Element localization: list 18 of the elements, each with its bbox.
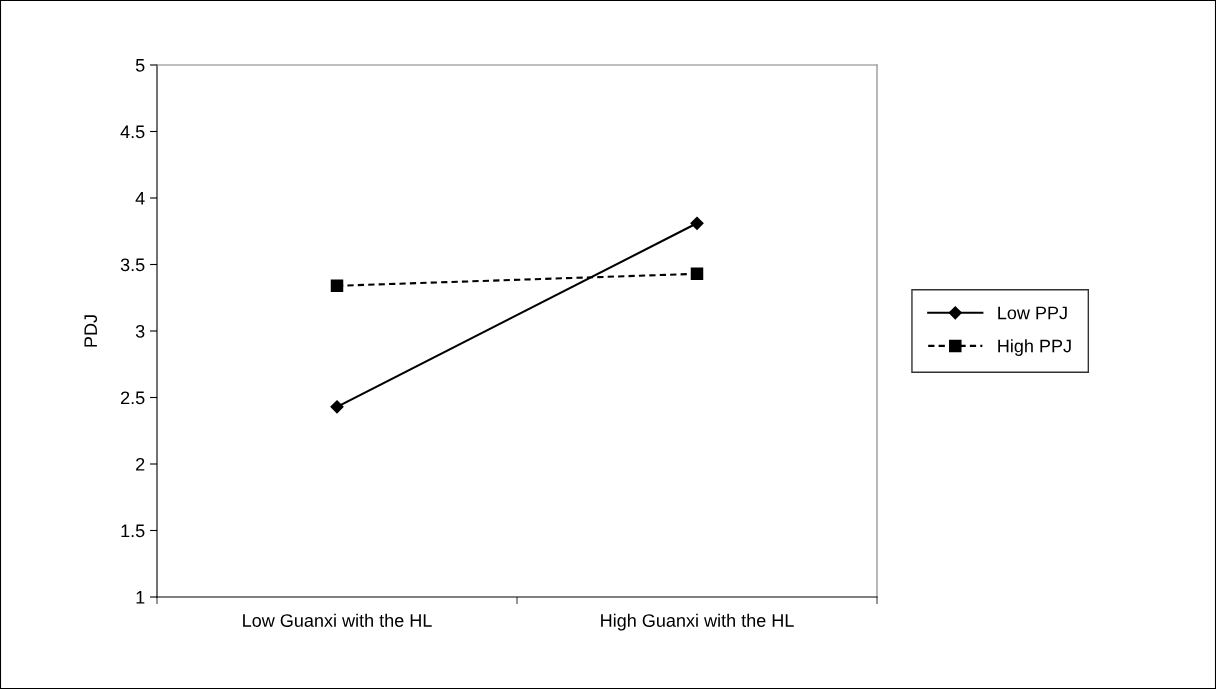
legend-label: Low PPJ <box>998 306 1067 320</box>
y-tick-label: 1 <box>136 591 145 604</box>
y-tick-label: 3 <box>135 324 145 338</box>
point <box>690 267 704 281</box>
x-tick-label: Low Guanxi with the HL <box>243 613 432 627</box>
point <box>330 279 344 293</box>
legend-label: High PPJ <box>998 339 1071 356</box>
y-tick-label: 4.5 <box>120 125 145 139</box>
y-tick-label: 3.5 <box>120 258 145 272</box>
y-tick-label: 5 <box>135 59 145 72</box>
point <box>690 216 704 230</box>
y-tick-label: 2.5 <box>121 391 145 405</box>
y-tick-label: 2 <box>136 457 145 471</box>
point <box>330 400 344 414</box>
y-tick-label: 1.5 <box>121 524 145 538</box>
y-tick-label: 4 <box>135 192 145 205</box>
y-axis-title: PDJ <box>84 315 98 347</box>
x-tick-label: High Guanxi with the HL <box>601 613 794 631</box>
